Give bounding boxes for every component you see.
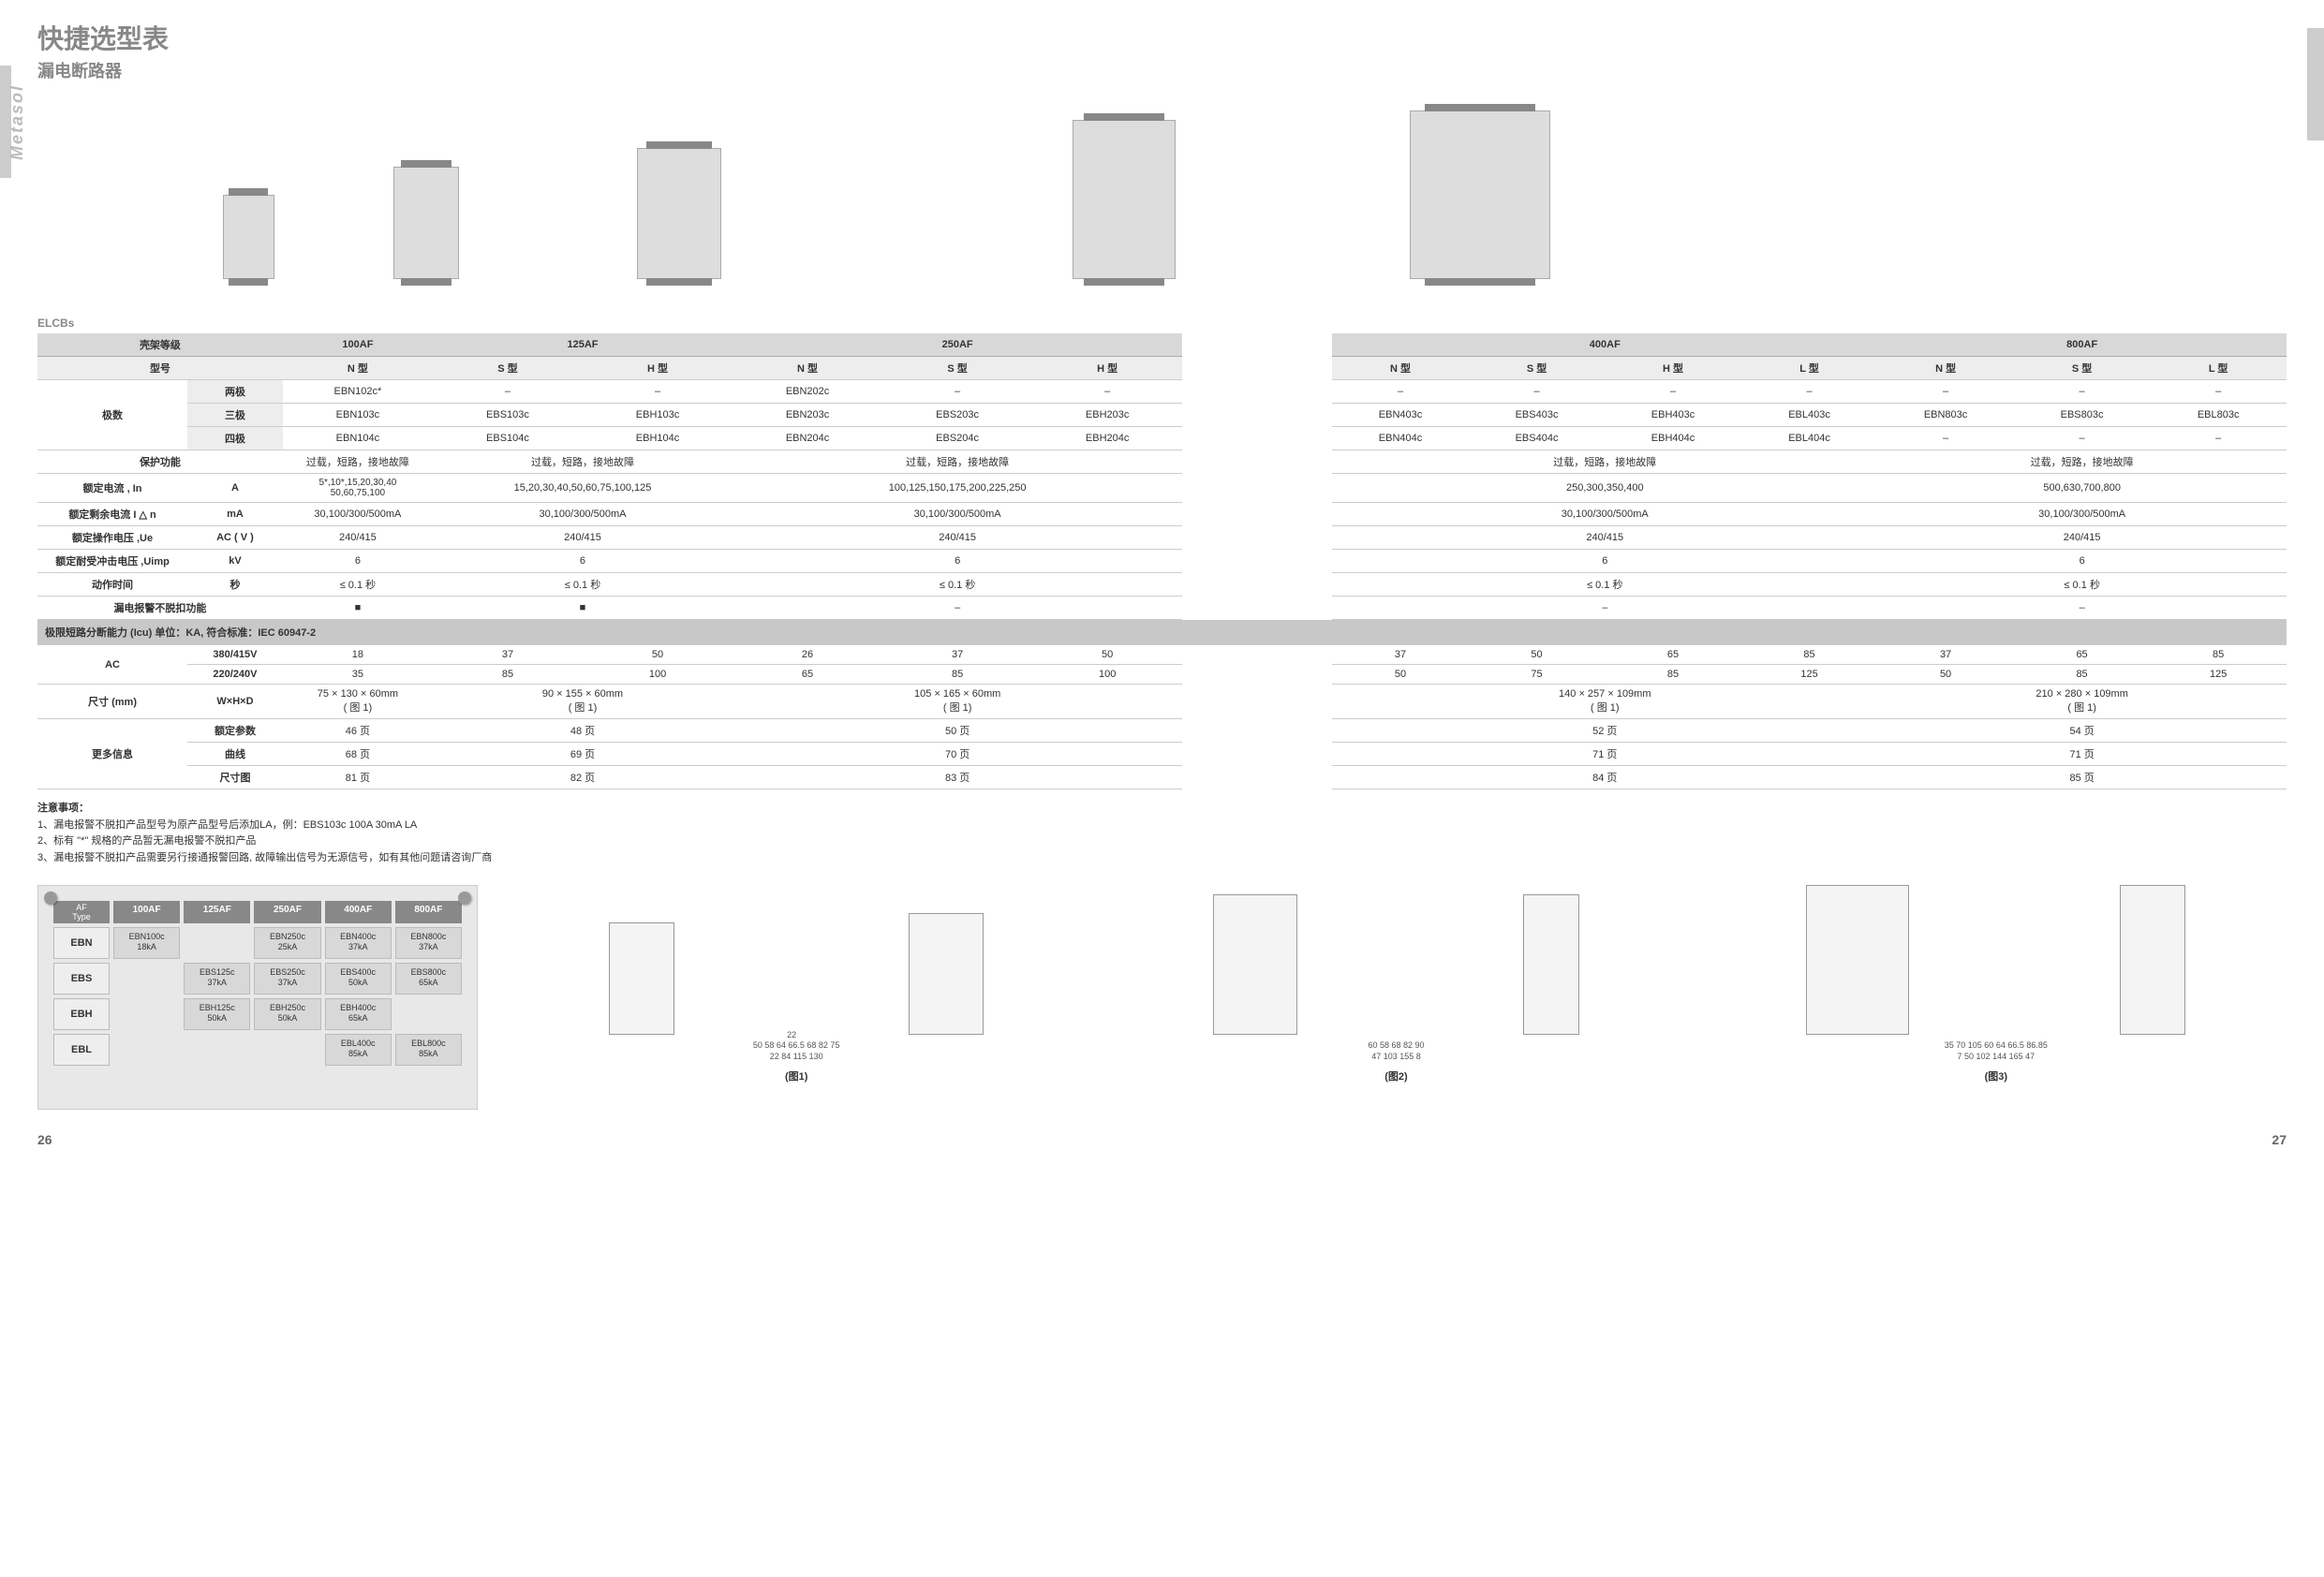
in-row: 额定电流 , In A 5*,10*,15,20,30,40 50,60,75,… <box>37 474 2287 503</box>
poles-4p-row: 四极 EBN104c EBS104cEBH104c EBN204cEBS204c… <box>37 427 2287 450</box>
poles-3p-row: 三极 EBN103c EBS103cEBH103c EBN203cEBS203c… <box>37 404 2287 427</box>
poles-2p-row: 极数 两极 EBN102c* –– EBN202c–– –––– ––– <box>37 380 2287 404</box>
product-image-400af <box>1073 120 1176 279</box>
note-2: 2、标有 "*" 规格的产品暂无漏电报警不脱扣产品 <box>37 833 2287 850</box>
alarm-row: 漏电报警不脱扣功能 ■ ■ – – – <box>37 597 2287 620</box>
note-1: 1、漏电报警不脱扣产品型号为原产品型号后添加LA，例：EBS103c 100A … <box>37 818 2287 834</box>
section-label-elcbs: ELCBs <box>37 317 2287 330</box>
page-subtitle: 漏电断路器 <box>37 58 2287 82</box>
page-title: 快捷选型表 <box>37 19 2287 56</box>
spec-table: 壳架等级 100AF 125AF 250AF 400AF 800AF 型号 N … <box>37 333 2287 789</box>
frame-header-label: 壳架等级 <box>37 333 283 357</box>
type-matrix-panel: AF Type100AF125AF250AF400AF800AFEBNEBN10… <box>37 885 478 1110</box>
more-dim-row: 尺寸图 81 页 82 页 83 页 84 页 85 页 <box>37 766 2287 789</box>
product-image-125af <box>393 167 459 279</box>
product-image-row <box>37 101 2287 279</box>
product-image-800af <box>1410 111 1550 279</box>
dim-row: 尺寸 (mm) W×H×D 75 × 130 × 60mm ( 图 1) 90 … <box>37 685 2287 719</box>
notes-section: 注意事项： 1、漏电报警不脱扣产品型号为原产品型号后添加LA，例：EBS103c… <box>37 801 2287 866</box>
page-number-left: 26 <box>37 1132 52 1147</box>
product-image-250af <box>637 148 721 279</box>
dim-fig-2: 60 58 68 82 90 47 103 155 8 (图2) <box>1105 894 1686 1083</box>
notes-title: 注意事项： <box>37 801 2287 818</box>
product-image-100af <box>223 195 274 279</box>
idn-row: 额定剩余电流 I △ n mA 30,100/300/500mA 30,100/… <box>37 503 2287 526</box>
ue-row: 额定操作电压 ,Ue AC ( V ) 240/415 240/415 240/… <box>37 526 2287 550</box>
icu-section-header: 极限短路分断能力 (Icu) 单位：KA, 符合标准：IEC 60947-2 <box>37 620 2287 645</box>
dimension-drawings: 22 50 58 64 66.5 68 82 75 22 84 115 130 … <box>506 885 2287 1083</box>
type-row: 型号 N 型 S 型H 型 N 型S 型H 型 N 型S 型H 型L 型 N 型… <box>37 357 2287 380</box>
protect-row: 保护功能 过载，短路，接地故障 过载，短路，接地故障 过载，短路，接地故障 过载… <box>37 450 2287 474</box>
uimp-row: 额定耐受冲击电压 ,Uimp kV 6 6 6 6 6 <box>37 550 2287 573</box>
note-3: 3、漏电报警不脱扣产品需要另行接通报警回路, 故障输出信号为无源信号，如有其他问… <box>37 850 2287 867</box>
time-row: 动作时间 秒 ≤ 0.1 秒 ≤ 0.1 秒 ≤ 0.1 秒 ≤ 0.1 秒 ≤… <box>37 573 2287 597</box>
more-curve-row: 曲线 68 页 69 页 70 页 71 页 71 页 <box>37 743 2287 766</box>
page-number-right: 27 <box>2272 1132 2287 1147</box>
icu-220-row: 220/240V 35 85100 6585100 507585125 5085… <box>37 665 2287 685</box>
brand-sidebar: Metasol <box>7 84 27 160</box>
dim-fig-1: 22 50 58 64 66.5 68 82 75 22 84 115 130 … <box>506 913 1087 1083</box>
dim-fig-3: 35 70 105 60 64 66.5 86.85 7 50 102 144 … <box>1706 885 2287 1083</box>
more-param-row: 更多信息 额定参数 46 页 48 页 50 页 52 页 54 页 <box>37 719 2287 743</box>
frame-header-row: 壳架等级 100AF 125AF 250AF 400AF 800AF <box>37 333 2287 357</box>
icu-380-row: AC 380/415V 18 3750 263750 37506585 3765… <box>37 645 2287 665</box>
